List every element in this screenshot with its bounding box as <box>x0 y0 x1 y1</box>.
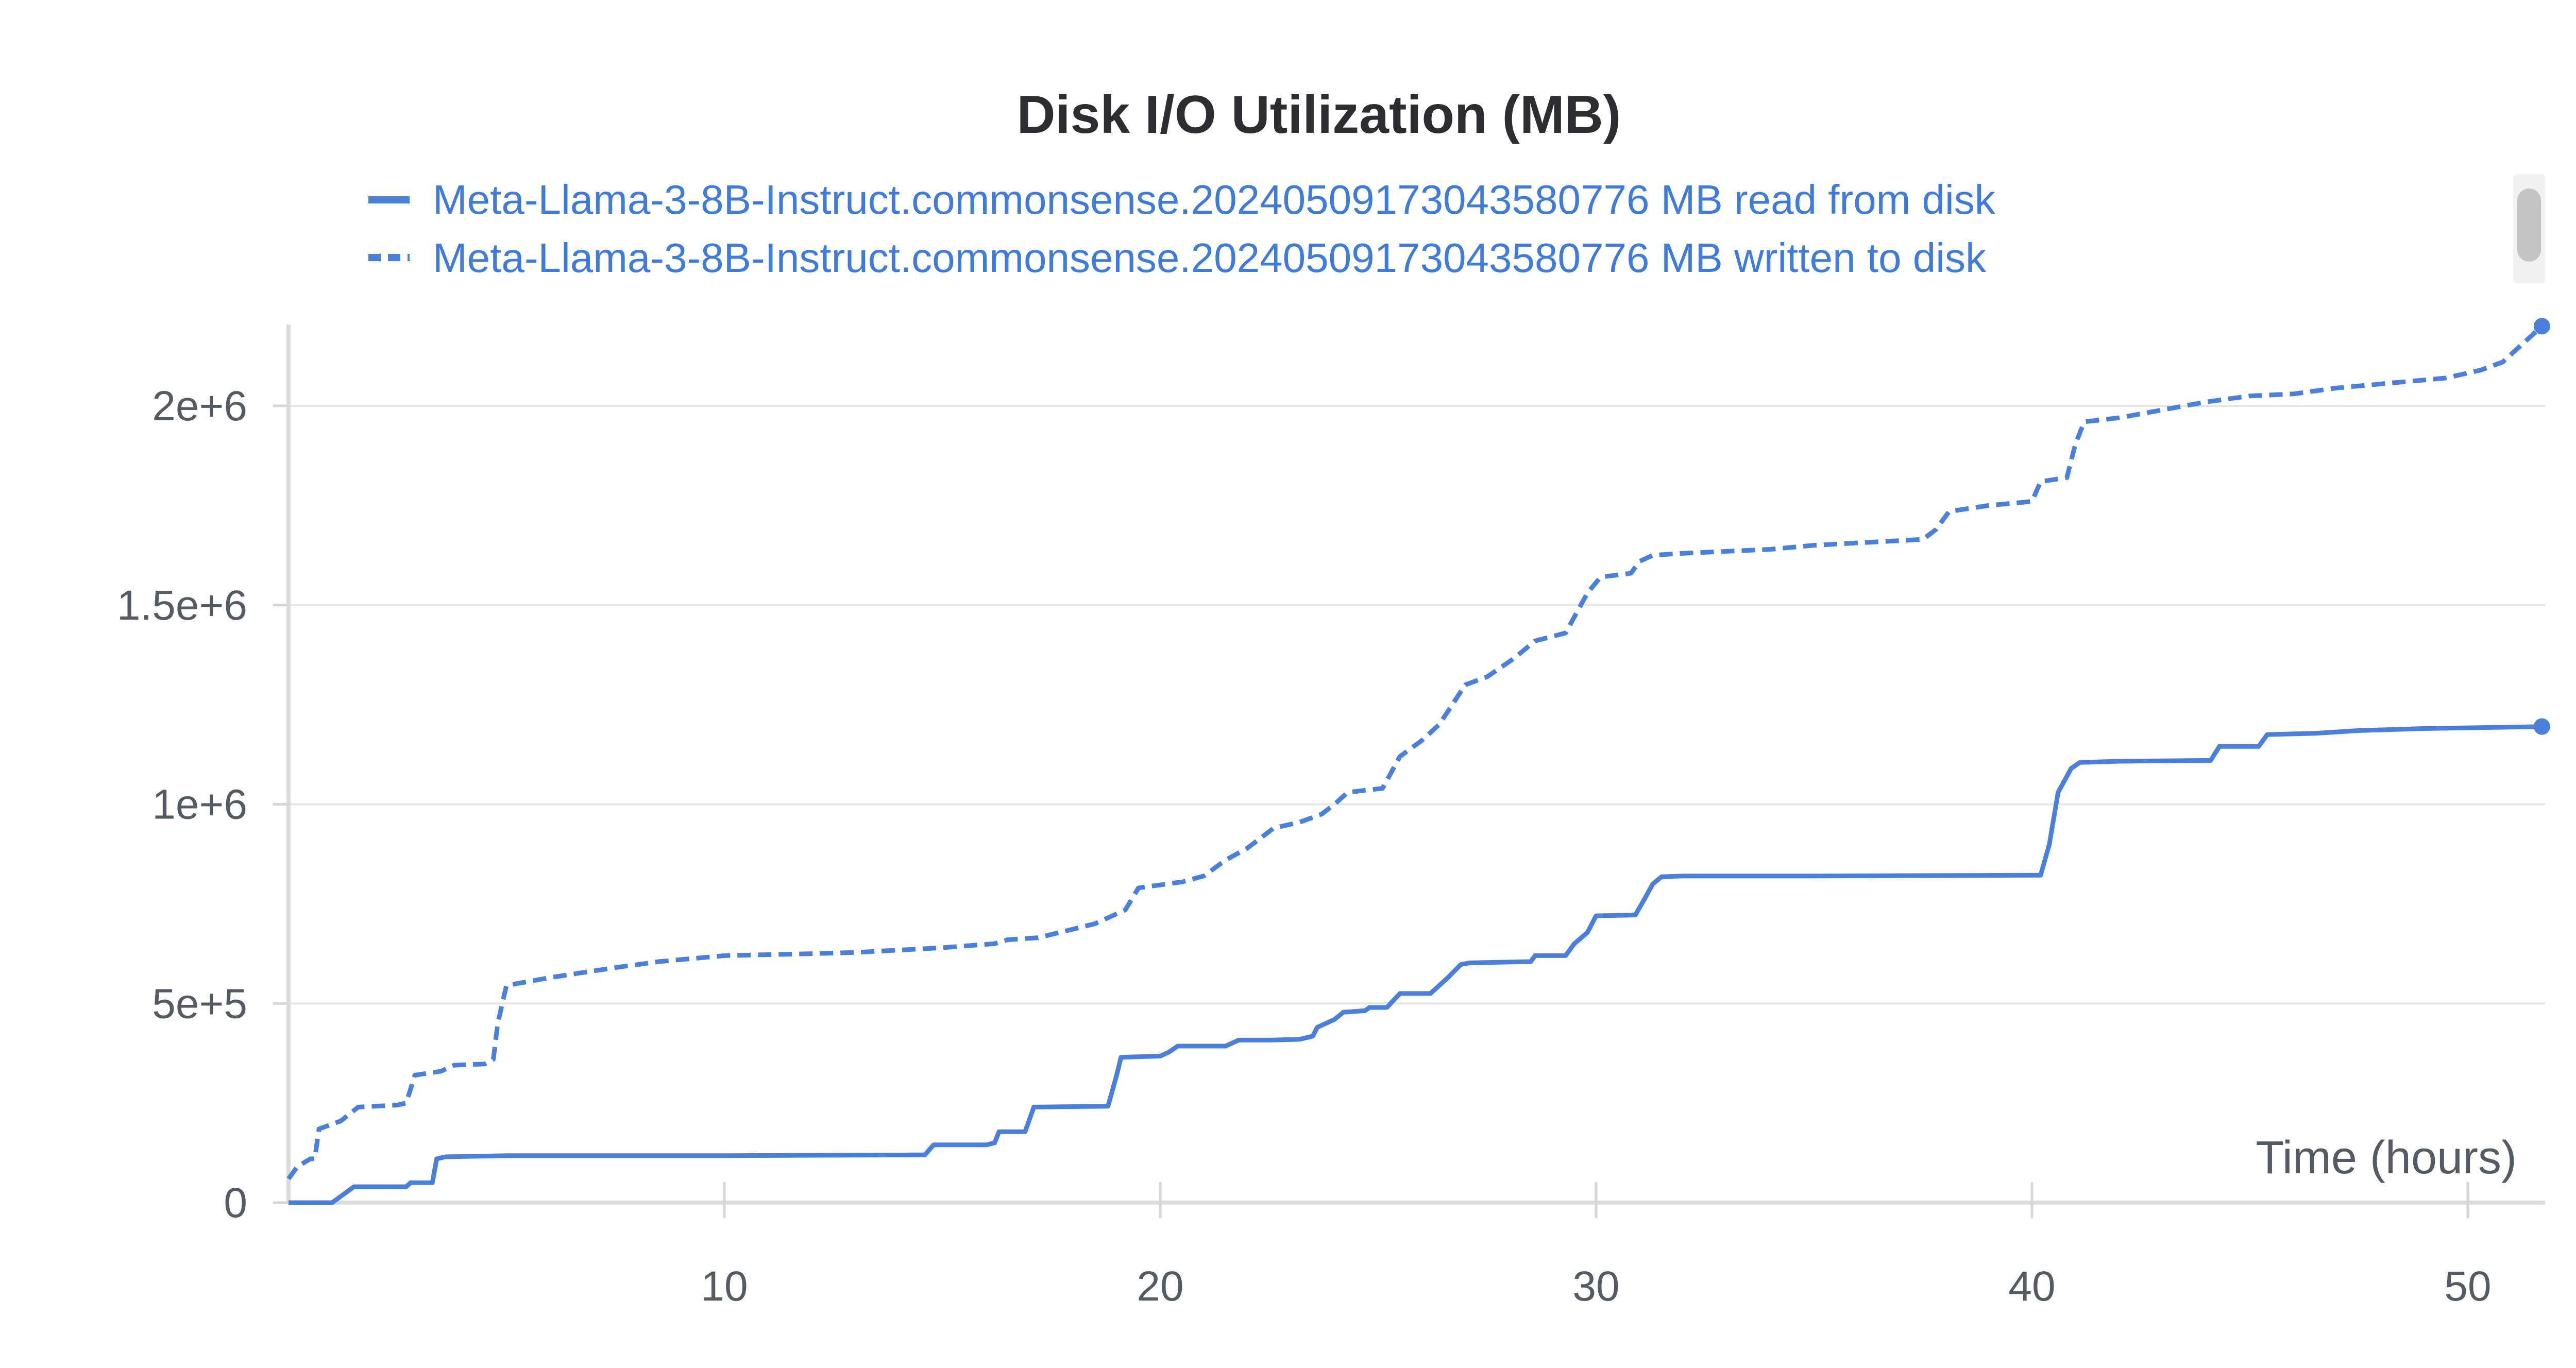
y-tick-label: 1.5e+6 <box>117 582 247 629</box>
legend-label-write: Meta-Llama-3-8B-Instruct.commonsense.202… <box>433 235 1987 281</box>
legend: Meta-Llama-3-8B-Instruct.commonsense.202… <box>368 177 1996 281</box>
y-tick-label: 5e+5 <box>152 980 247 1027</box>
y-tick-label: 1e+6 <box>152 781 247 828</box>
x-axis-title: Time (hours) <box>2256 1132 2517 1184</box>
x-axis-ticks: 10 20 30 40 50 <box>701 1182 2492 1310</box>
series-line-read <box>289 724 2542 1205</box>
legend-scrollbar-thumb[interactable] <box>2517 189 2541 262</box>
series <box>286 318 2550 1205</box>
series-end-marker-read <box>2533 718 2550 735</box>
chart-title: Disk I/O Utilization (MB) <box>1017 85 1621 145</box>
series-end-marker-write <box>2533 318 2550 335</box>
x-tick-label: 10 <box>701 1263 748 1310</box>
axes <box>286 324 2545 1205</box>
x-tick-label: 20 <box>1137 1263 1183 1310</box>
y-axis-ticks: 0 5e+5 1e+6 1.5e+6 2e+6 <box>117 383 289 1226</box>
grid <box>289 405 2545 1005</box>
legend-scrollbar[interactable] <box>2513 174 2545 283</box>
series-line-write <box>286 324 2544 1181</box>
y-tick-label: 2e+6 <box>152 383 247 430</box>
x-tick-label: 40 <box>2008 1263 2055 1310</box>
x-tick-label: 30 <box>1572 1263 1619 1310</box>
legend-label-read: Meta-Llama-3-8B-Instruct.commonsense.202… <box>433 177 1996 223</box>
y-tick-label: 0 <box>224 1179 247 1226</box>
x-tick-label: 50 <box>2444 1263 2491 1310</box>
